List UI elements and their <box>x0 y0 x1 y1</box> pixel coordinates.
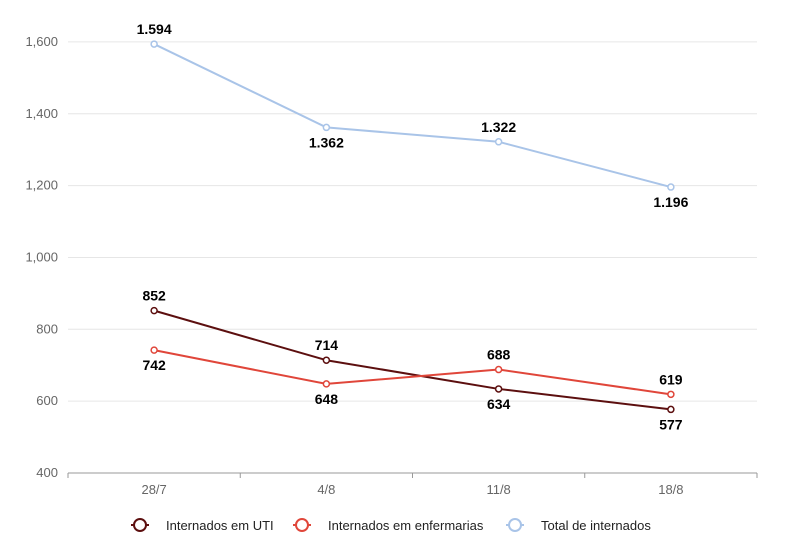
legend-label: Internados em enfermarias <box>328 518 484 533</box>
data-point <box>150 40 158 48</box>
y-tick-label: 400 <box>36 465 58 480</box>
x-tick-label: 28/7 <box>141 482 166 497</box>
y-tick-label: 1,600 <box>25 34 58 49</box>
legend-label: Internados em UTI <box>166 518 274 533</box>
data-label: 852 <box>142 288 166 304</box>
legend: Internados em UTI Internados em enfermari… <box>131 518 651 533</box>
data-label: 619 <box>659 371 683 387</box>
data-point <box>667 183 675 191</box>
data-point <box>322 380 331 388</box>
data-label: 648 <box>315 391 339 407</box>
series-line <box>153 309 671 411</box>
data-point <box>322 356 331 364</box>
legend-marker <box>508 518 522 532</box>
x-axis: 28/7 4/8 11/8 18/8 <box>67 472 758 497</box>
data-label: 1.322 <box>481 119 516 135</box>
y-axis: 400 600 800 1,000 1,200 1,400 1,600 <box>25 34 58 480</box>
data-point <box>322 123 331 132</box>
series-3: 1.594 1.362 1.322 1.196 <box>137 21 689 210</box>
data-label: 577 <box>659 416 683 432</box>
legend-item-3[interactable]: Total de internados <box>506 518 651 533</box>
x-tick-label: 11/8 <box>486 482 510 497</box>
data-point <box>667 405 675 414</box>
series-2: 742 648 688 619 <box>142 346 683 407</box>
y-tick-label: 1,200 <box>25 178 58 193</box>
x-tick-label: 4/8 <box>317 482 335 497</box>
y-tick-label: 1,400 <box>25 106 58 121</box>
data-point <box>667 390 675 399</box>
x-tick-label: 18/8 <box>658 482 683 497</box>
data-label: 742 <box>142 357 166 373</box>
data-label: 1.196 <box>653 194 688 210</box>
data-point <box>150 346 158 354</box>
data-label: 1.362 <box>309 134 344 150</box>
series-line <box>153 43 672 189</box>
legend-item-2[interactable]: Internados em enfermarias <box>293 518 484 533</box>
data-label: 634 <box>487 396 511 412</box>
data-point <box>494 138 503 146</box>
series-line <box>153 349 672 396</box>
data-point <box>494 385 503 393</box>
data-point <box>150 306 158 315</box>
data-label: 1.594 <box>137 21 172 37</box>
y-tick-label: 600 <box>36 393 58 408</box>
y-tick-label: 1,000 <box>25 249 58 264</box>
data-point <box>494 365 503 374</box>
legend-label: Total de internados <box>541 518 651 533</box>
legend-marker <box>133 518 147 532</box>
series-group: 8527146345777426486886191.5941.3621.3221… <box>137 21 689 432</box>
y-tick-label: 800 <box>36 321 58 336</box>
data-label: 714 <box>315 337 339 353</box>
data-label: 688 <box>487 347 511 363</box>
legend-marker <box>295 518 309 532</box>
grid-lines <box>68 41 757 402</box>
series-1: 852 714 634 577 <box>142 288 682 433</box>
legend-item-1[interactable]: Internados em UTI <box>131 518 274 533</box>
